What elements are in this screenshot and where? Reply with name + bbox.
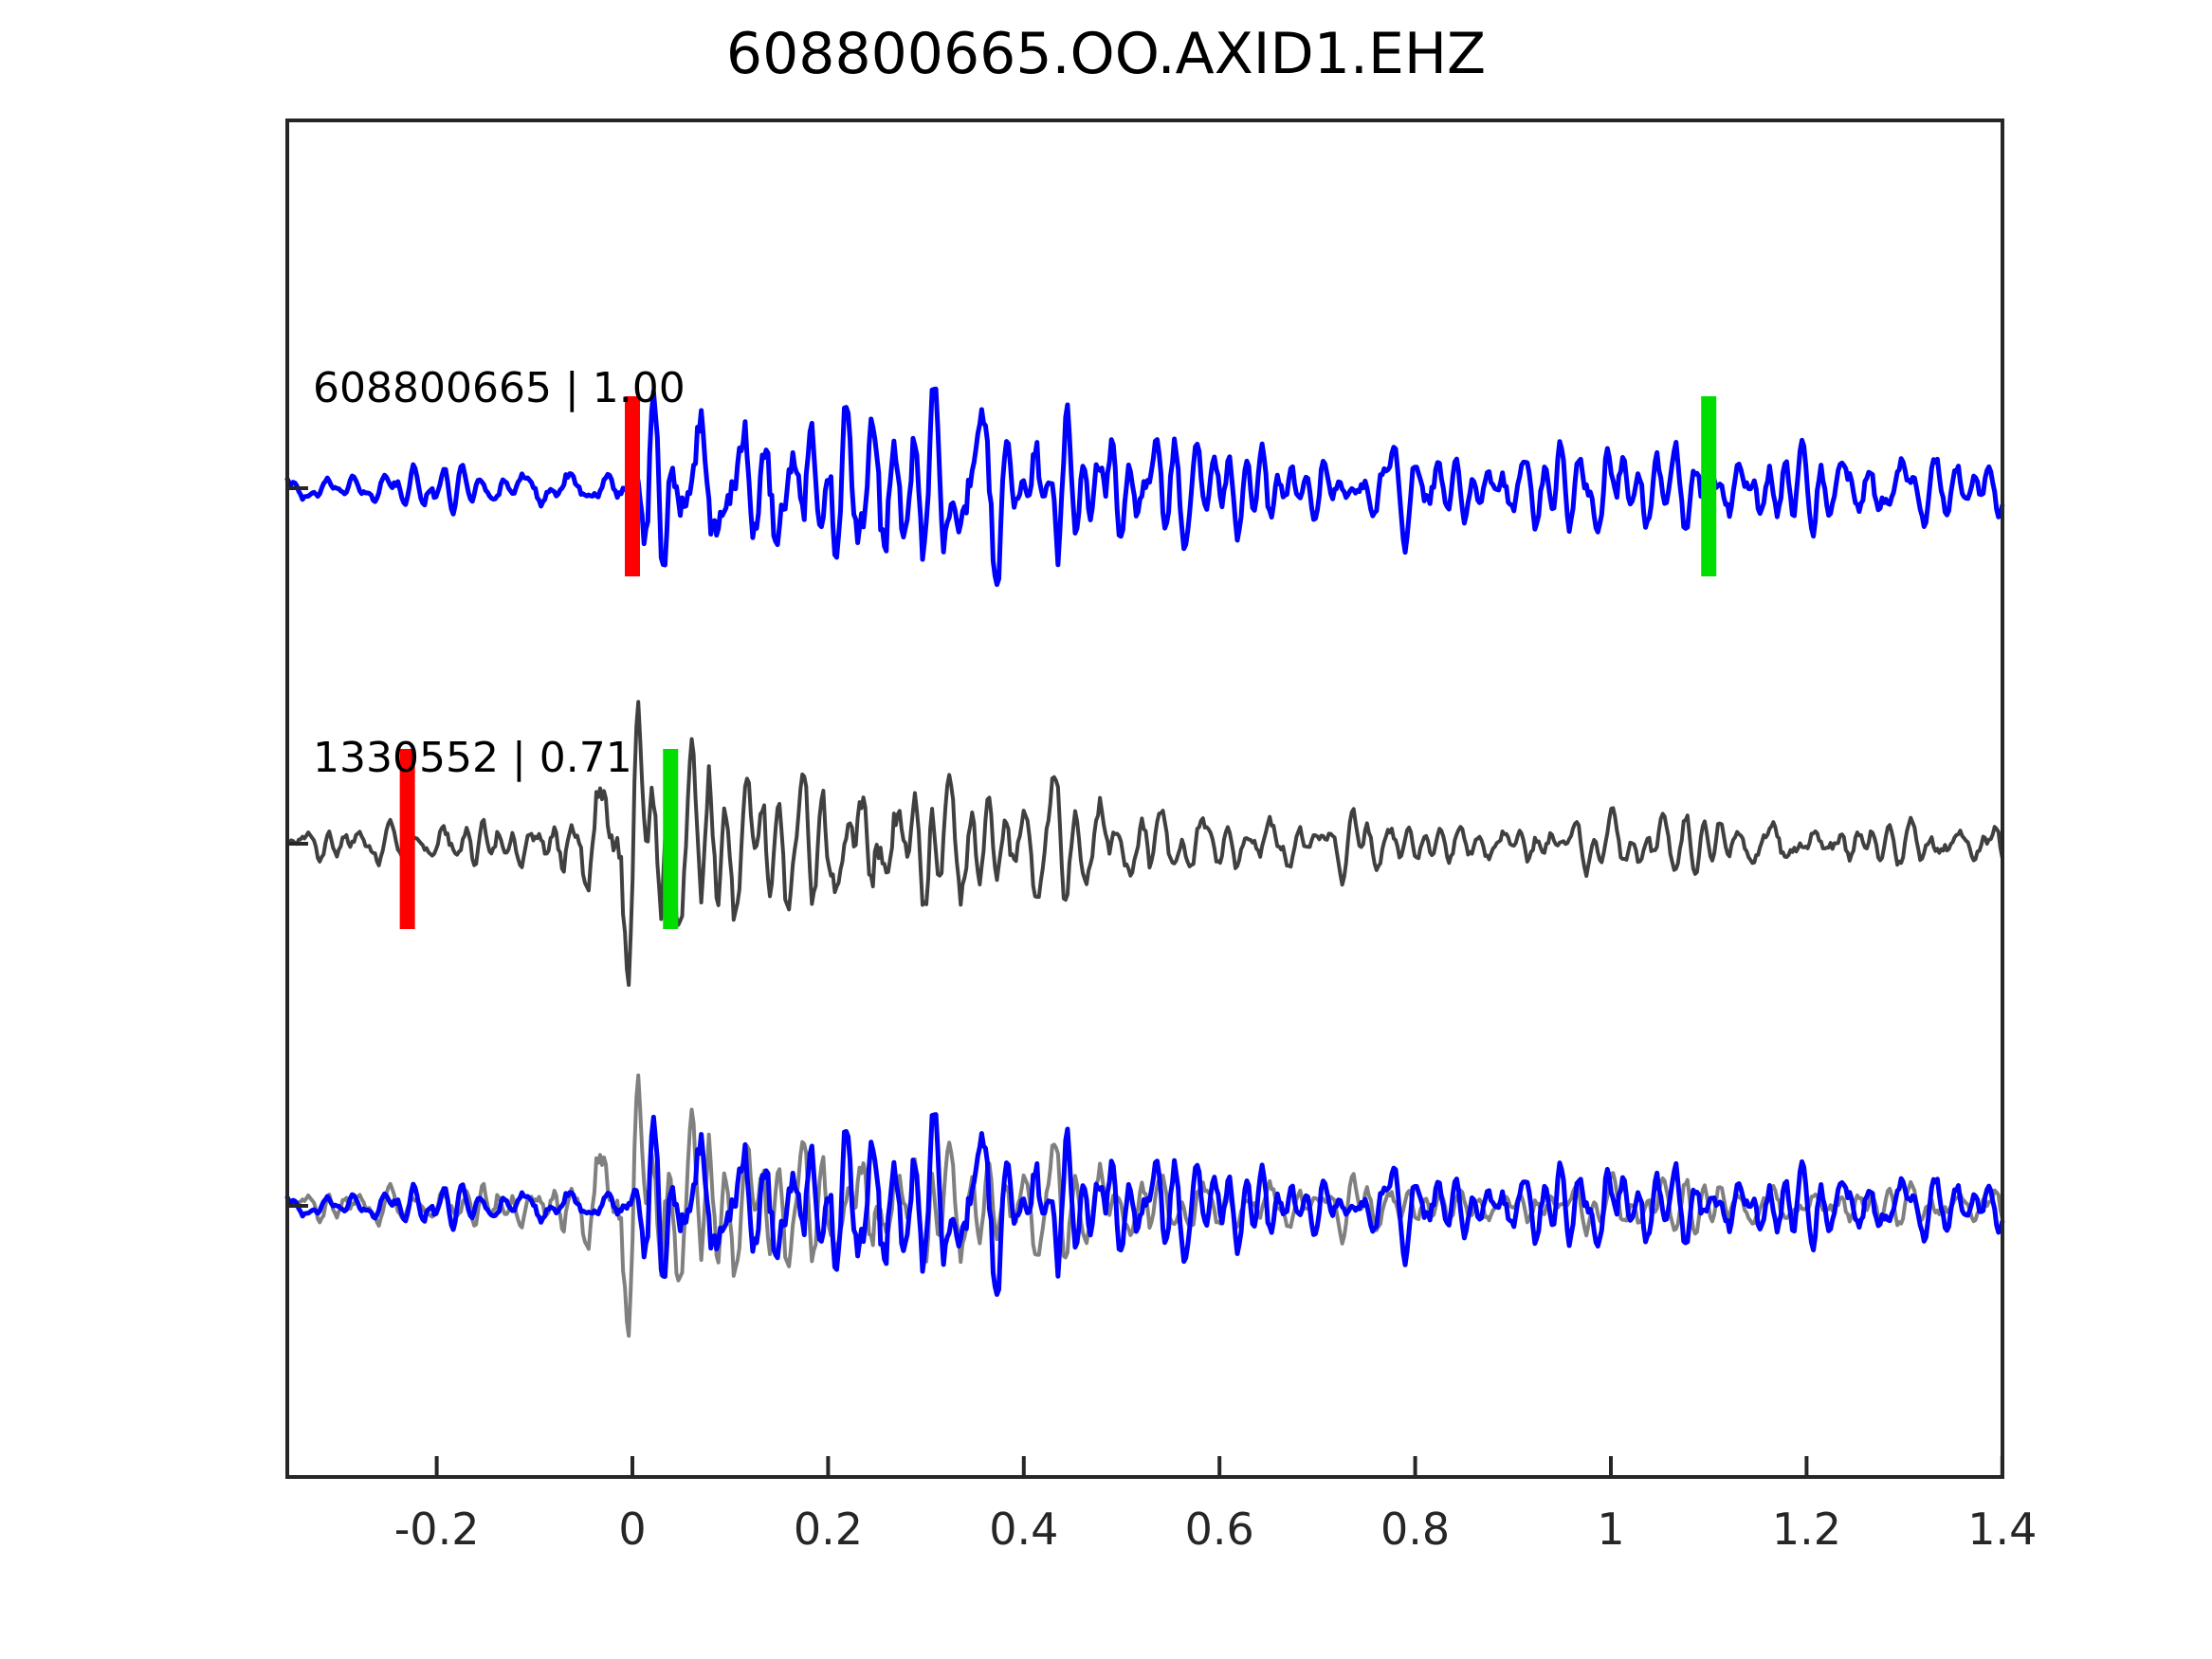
x-tick-label: 1 — [1597, 1504, 1625, 1555]
phase-marker-p-pick — [399, 749, 415, 929]
phase-marker-s-pick — [663, 749, 679, 929]
x-tick-label: -0.2 — [393, 1504, 480, 1555]
detection-label: 1330552 | 0.71 — [313, 734, 632, 782]
waveform-layer — [284, 386, 2005, 1339]
template-label: 608800665 | 1.00 — [313, 364, 686, 412]
x-tick-label: 0 — [618, 1504, 647, 1555]
x-tick-label: 0.8 — [1380, 1504, 1451, 1555]
x-tick-label: 0.4 — [989, 1504, 1059, 1555]
phase-marker-p-pick — [625, 396, 640, 576]
plot-frame — [285, 118, 2004, 1479]
marker-layer — [399, 396, 1717, 929]
overlay-template-trace — [284, 1112, 2005, 1298]
x-tick-label: 1.4 — [1967, 1504, 2038, 1555]
axes-frame — [285, 118, 2004, 1479]
x-tick-label: 1.2 — [1771, 1504, 1841, 1555]
page-title: 608800665.OO.AXID1.EHZ — [725, 21, 1487, 87]
phase-marker-s-pick — [1701, 396, 1717, 576]
x-tick-label: 0.6 — [1184, 1504, 1254, 1555]
template-waveform-trace — [284, 386, 2005, 588]
x-tick-label: 0.2 — [793, 1504, 863, 1555]
detection-waveform-trace — [285, 700, 2004, 987]
